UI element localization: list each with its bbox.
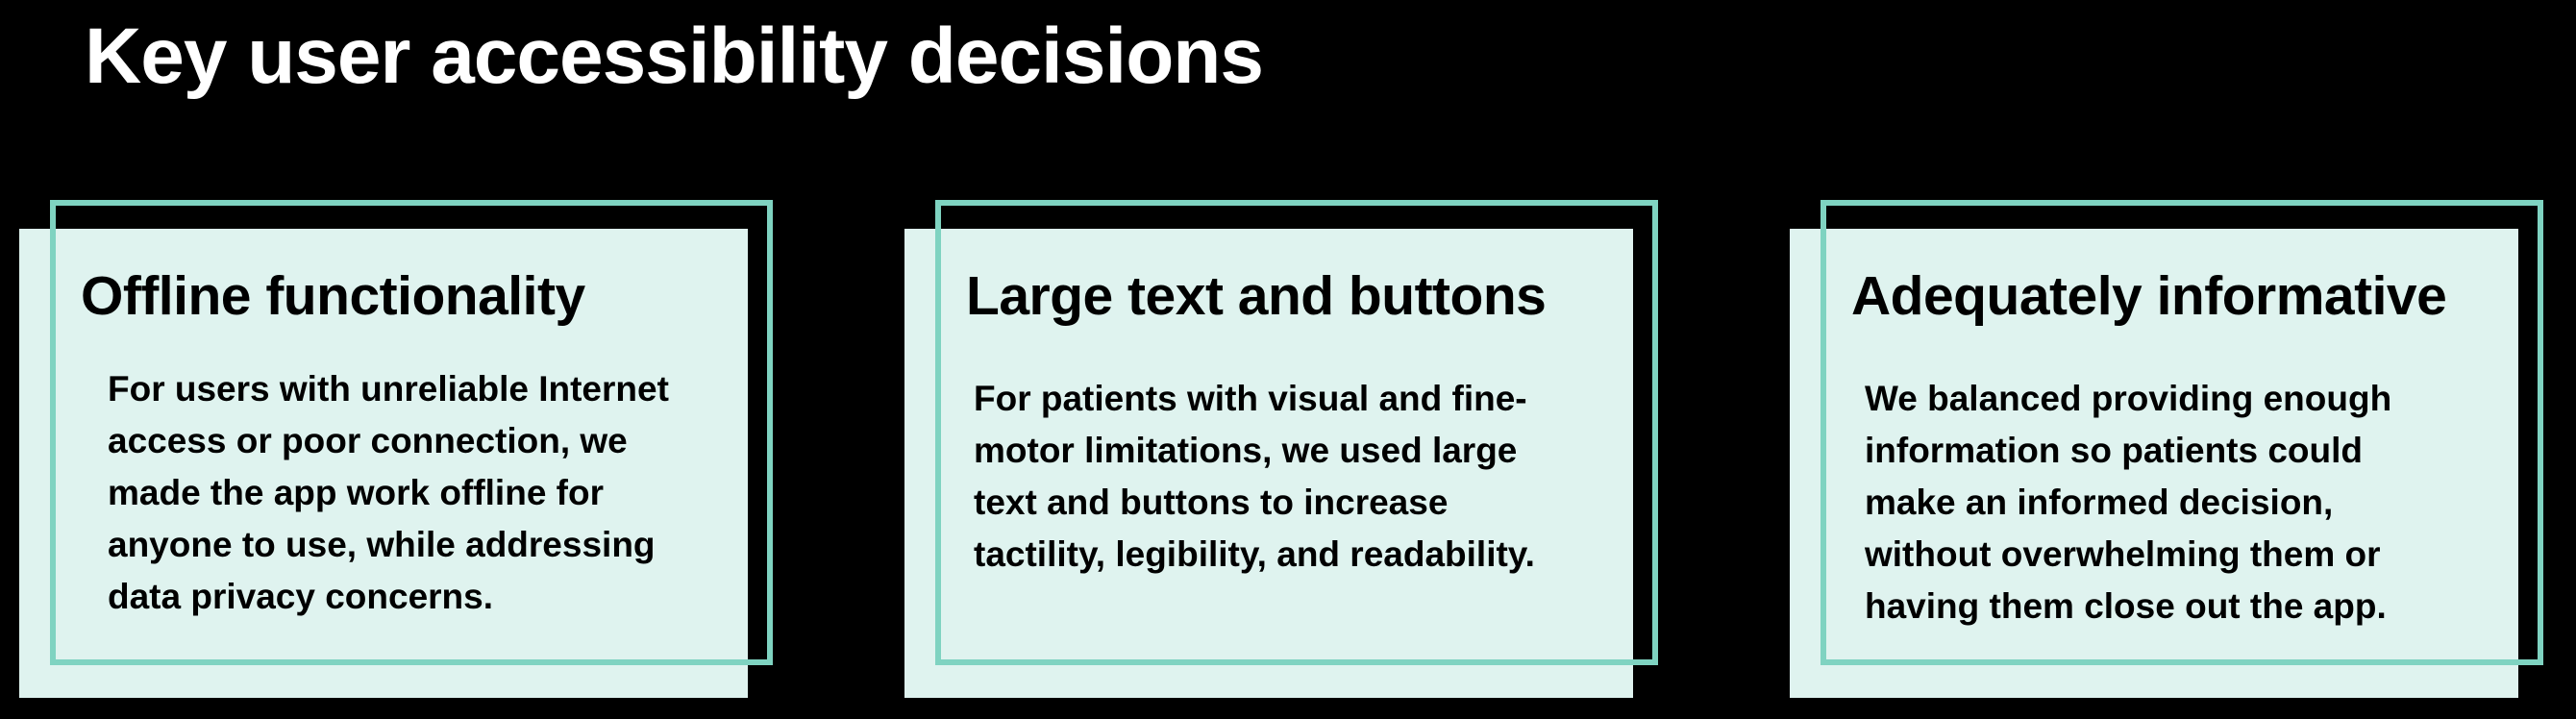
card-body-text: We balanced providing enough information… — [1865, 379, 2392, 626]
card-outline-frame — [935, 200, 1658, 665]
card-background — [19, 229, 748, 698]
page-title: Key user accessibility decisions — [85, 12, 1264, 100]
card-adequately-informative: Adequately informative We balanced provi… — [1790, 200, 2549, 700]
card-offline-functionality: Offline functionality For users with unr… — [19, 200, 779, 700]
card-heading: Adequately informative — [1851, 265, 2447, 327]
card-outline-frame — [50, 200, 773, 665]
card-body-text: For patients with visual and fine-motor … — [974, 379, 1535, 574]
card-large-text-and-buttons: Large text and buttons For patients with… — [904, 200, 1664, 700]
card-body-text: For users with unreliable Internet acces… — [108, 369, 669, 616]
card-heading: Large text and buttons — [966, 265, 1547, 327]
card-background — [1790, 229, 2518, 698]
card-heading: Offline functionality — [81, 265, 585, 327]
card-background — [904, 229, 1633, 698]
card-outline-frame — [1821, 200, 2543, 665]
